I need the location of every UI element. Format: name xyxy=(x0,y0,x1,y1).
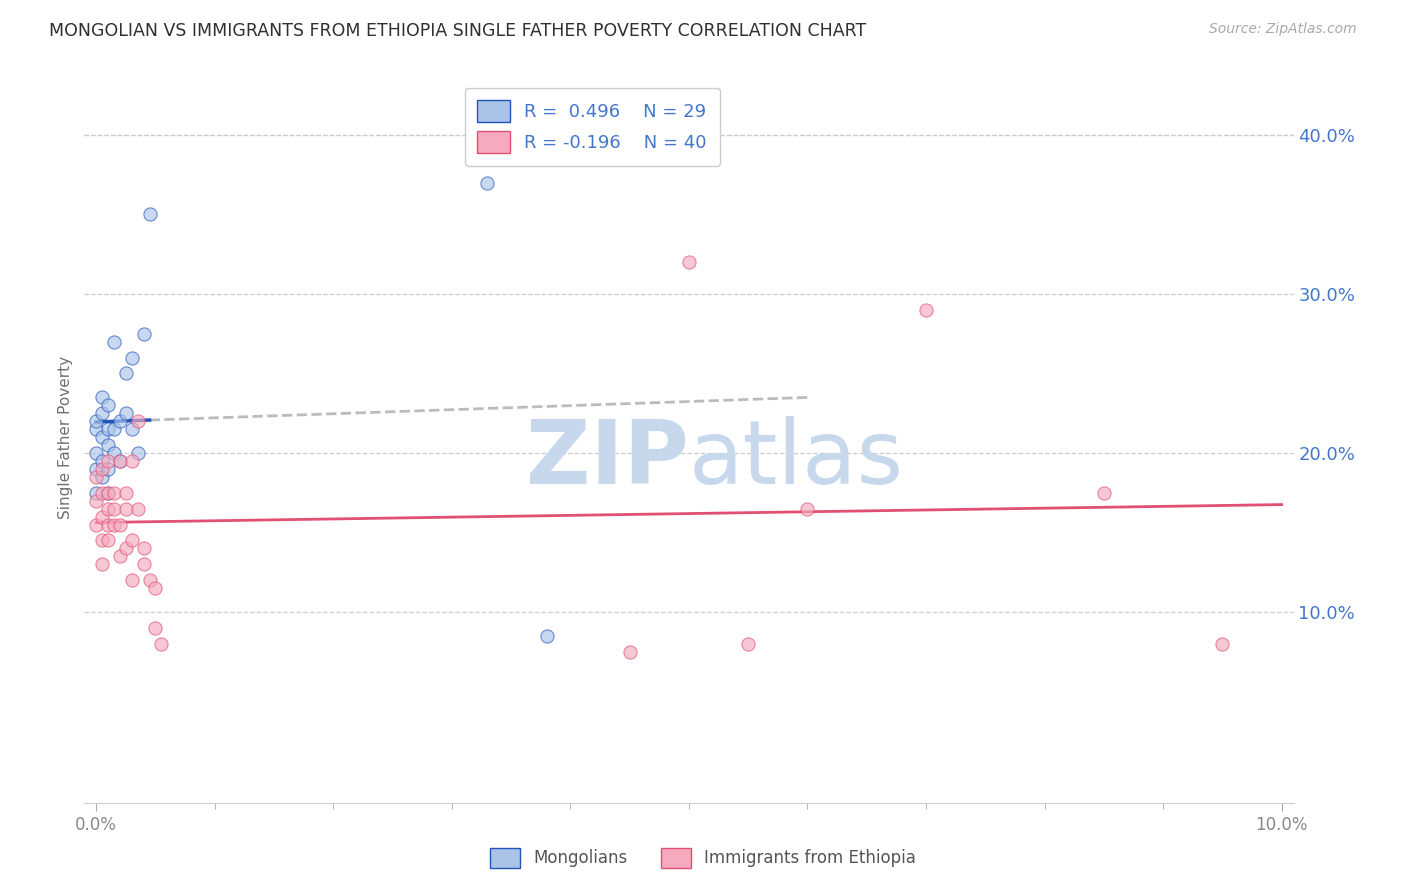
Point xyxy=(91,430,114,444)
Point xyxy=(1092,485,1115,500)
Y-axis label: Single Father Poverty: Single Father Poverty xyxy=(58,356,73,518)
Point xyxy=(132,541,155,556)
Point xyxy=(132,558,155,572)
Point xyxy=(84,470,107,484)
Point xyxy=(97,462,120,476)
Point xyxy=(91,462,114,476)
Point xyxy=(91,390,114,404)
Point xyxy=(138,207,160,221)
Point xyxy=(138,573,160,587)
Point xyxy=(121,351,143,365)
Point xyxy=(108,549,131,564)
Point xyxy=(91,454,114,468)
Point xyxy=(108,454,131,468)
Point xyxy=(145,581,167,595)
Legend: R =  0.496    N = 29, R = -0.196    N = 40: R = 0.496 N = 29, R = -0.196 N = 40 xyxy=(465,87,720,166)
Point xyxy=(121,573,143,587)
Point xyxy=(91,406,114,420)
Point xyxy=(97,398,120,412)
Legend: Mongolians, Immigrants from Ethiopia: Mongolians, Immigrants from Ethiopia xyxy=(484,841,922,875)
Point xyxy=(915,302,938,317)
Text: atlas: atlas xyxy=(689,416,904,502)
Point xyxy=(97,533,120,548)
Point xyxy=(121,533,143,548)
Point xyxy=(132,326,155,341)
Point xyxy=(91,533,114,548)
Point xyxy=(115,485,138,500)
Point xyxy=(91,558,114,572)
Point xyxy=(103,501,125,516)
Text: MONGOLIAN VS IMMIGRANTS FROM ETHIOPIA SINGLE FATHER POVERTY CORRELATION CHART: MONGOLIAN VS IMMIGRANTS FROM ETHIOPIA SI… xyxy=(49,22,866,40)
Point xyxy=(619,645,641,659)
Point xyxy=(150,637,173,651)
Point xyxy=(108,517,131,532)
Point xyxy=(108,414,131,428)
Point xyxy=(84,446,107,460)
Point xyxy=(103,446,125,460)
Point xyxy=(796,501,818,516)
Point xyxy=(84,485,107,500)
Point xyxy=(145,621,167,635)
Point xyxy=(103,422,125,436)
Point xyxy=(84,517,107,532)
Point xyxy=(121,454,143,468)
Text: ZIP: ZIP xyxy=(526,416,689,502)
Point xyxy=(91,485,114,500)
Point xyxy=(115,406,138,420)
Point xyxy=(84,414,107,428)
Point xyxy=(84,493,107,508)
Point xyxy=(108,454,131,468)
Point xyxy=(103,517,125,532)
Point xyxy=(127,501,149,516)
Point xyxy=(127,446,149,460)
Point xyxy=(477,176,499,190)
Point xyxy=(97,485,120,500)
Point xyxy=(91,509,114,524)
Point xyxy=(97,454,120,468)
Point xyxy=(97,517,120,532)
Point xyxy=(678,255,700,269)
Point xyxy=(91,470,114,484)
Point xyxy=(115,541,138,556)
Point xyxy=(97,485,120,500)
Point xyxy=(737,637,759,651)
Point xyxy=(536,629,558,643)
Point xyxy=(127,414,149,428)
Point xyxy=(103,334,125,349)
Point xyxy=(1211,637,1233,651)
Point xyxy=(97,438,120,452)
Point xyxy=(115,501,138,516)
Point xyxy=(97,422,120,436)
Point xyxy=(115,367,138,381)
Point xyxy=(103,485,125,500)
Point xyxy=(84,422,107,436)
Point xyxy=(97,501,120,516)
Point xyxy=(121,422,143,436)
Point xyxy=(84,462,107,476)
Text: Source: ZipAtlas.com: Source: ZipAtlas.com xyxy=(1209,22,1357,37)
